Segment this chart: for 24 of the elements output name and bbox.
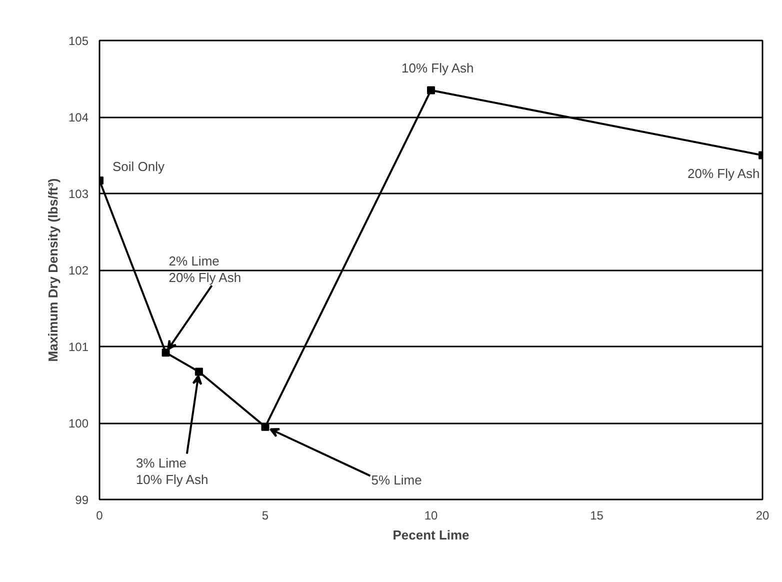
y-tick-label: 101 (68, 340, 89, 354)
point (194, 368, 203, 376)
annotation: 5% Lime (371, 472, 422, 488)
x-tick-label: 10 (424, 508, 438, 522)
annotation: 10% Fly Ash (402, 60, 474, 76)
point (261, 422, 270, 431)
x-tick-label: 20 (756, 508, 770, 522)
y-tick-label: 105 (68, 34, 89, 48)
annotation: 3% Lime 10% Fly Ash (136, 456, 208, 488)
y-tick-label: 100 (68, 416, 89, 430)
x-tick-label: 0 (96, 508, 104, 522)
x-tick-label: 15 (590, 508, 604, 522)
annotation: 20% Fly Ash (688, 166, 760, 181)
x-tick-label: 5 (262, 508, 269, 522)
y-tick-label: 99 (75, 493, 89, 507)
annotation: 2% Lime 20% Fly Ash (168, 254, 242, 286)
y-tick-label: 104 (68, 110, 89, 124)
y-axis-title: Maximum Dry Density (lbs/ft³) (45, 178, 60, 362)
annotation: Soil Only (112, 158, 166, 174)
x-axis-title: Pecent Lime (392, 528, 470, 542)
point (427, 86, 435, 94)
y-tick-label: 102 (68, 264, 89, 278)
y-tick-label: 103 (68, 187, 89, 201)
point (162, 348, 170, 357)
